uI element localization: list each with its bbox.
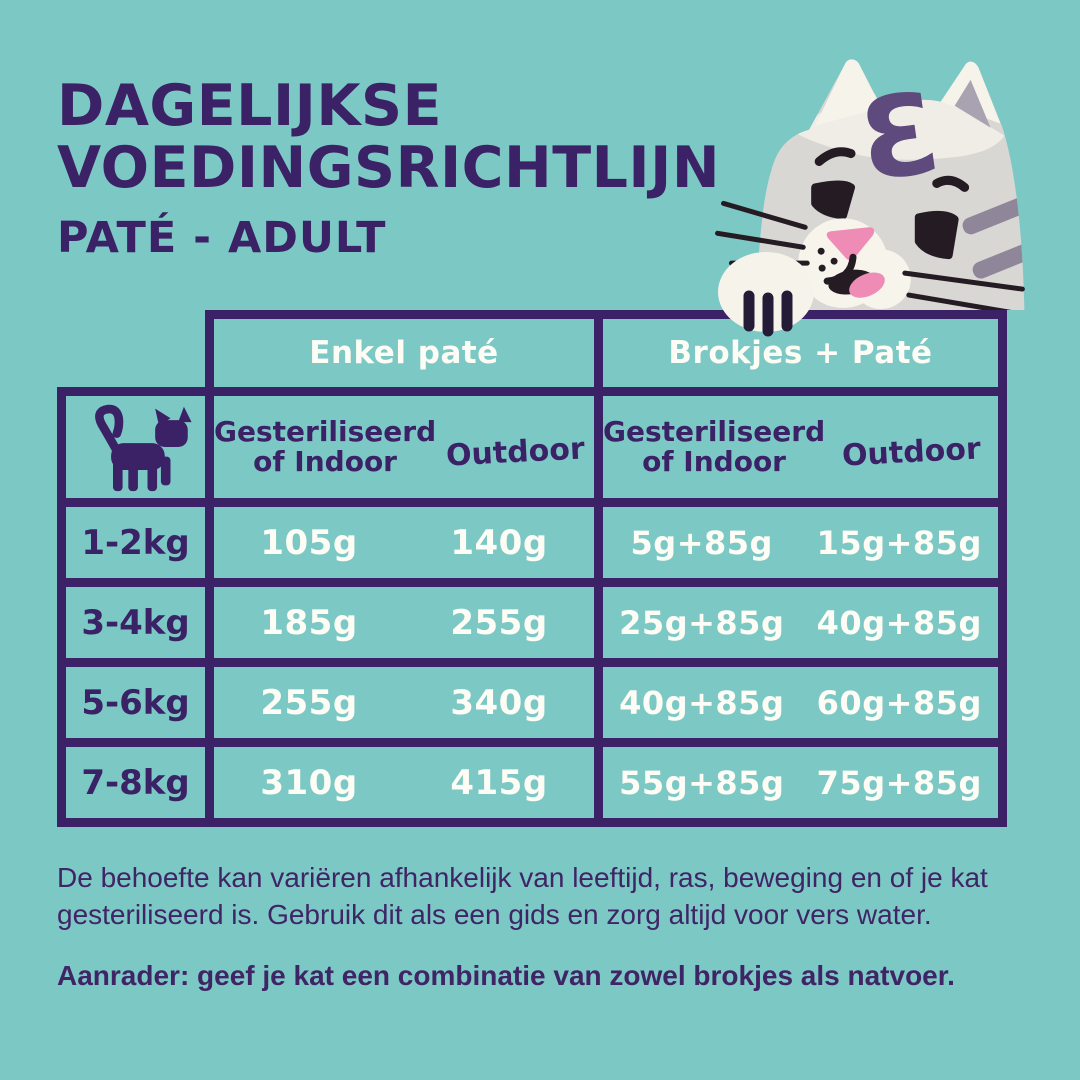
mascot-nose xyxy=(826,227,875,261)
page-title-line2: VOEDINGSRICHTLIJN xyxy=(57,134,721,201)
page-title-line1: DAGELIJKSE xyxy=(57,73,443,139)
footer-tip-text: Aanrader: geef je kat een combinatie van… xyxy=(57,959,955,991)
feeding-table-body: Gesteriliseerd of Indoor Outdoor Gesteri… xyxy=(57,387,1007,827)
value-cell: 55g+85g xyxy=(619,763,785,802)
subheader-brokjes-pate: Gesteriliseerd of Indoor Outdoor xyxy=(603,396,998,498)
footer-notes: De behoefte kan variëren afhankelijk van… xyxy=(57,860,1023,992)
table-row-values-enkel: 255g 340g xyxy=(214,667,594,738)
mascot-right-ear-inner xyxy=(954,79,991,128)
table-row-values-brokjes: 40g+85g 60g+85g xyxy=(603,667,998,738)
value-cell: 75g+85g xyxy=(816,763,982,802)
value-cell: 105g xyxy=(260,522,358,563)
table-row-weight: 5-6kg xyxy=(66,667,205,738)
footer-note-text: De behoefte kan variëren afhankelijk van… xyxy=(57,862,988,930)
table-row-values-enkel: 105g 140g xyxy=(214,507,594,578)
table-row-values-brokjes: 5g+85g 15g+85g xyxy=(603,507,998,578)
cat-mascot-illustration: Ɛ xyxy=(715,59,1025,310)
subheader-brokjes-sterilised: Gesteriliseerd of Indoor xyxy=(603,414,826,478)
mascot-ampersand-mark: Ɛ xyxy=(853,68,948,208)
value-cell: 310g xyxy=(260,762,358,803)
table-row-values-enkel: 310g 415g xyxy=(214,747,594,818)
feeding-table: Enkel paté Brokjes + Paté xyxy=(57,310,1007,827)
group-header-brokjes-pate: Brokjes + Paté xyxy=(603,319,998,387)
value-cell: 255g xyxy=(450,602,548,643)
subheader-enkel-outdoor: Outdoor xyxy=(444,430,586,474)
value-cell: 340g xyxy=(450,682,548,723)
mascot-tongue xyxy=(849,272,885,298)
table-row-weight: 3-4kg xyxy=(66,587,205,658)
weight-label: 3-4kg xyxy=(81,602,190,643)
group-header-enkel-pate: Enkel paté xyxy=(214,319,594,387)
weight-label: 7-8kg xyxy=(81,762,190,803)
value-cell: 60g+85g xyxy=(816,683,982,722)
corner-cell-cat-icon xyxy=(66,396,205,498)
table-row-values-enkel: 185g 255g xyxy=(214,587,594,658)
page-title: DAGELIJKSE VOEDINGSRICHTLIJN xyxy=(57,73,721,201)
table-row-weight: 7-8kg xyxy=(66,747,205,818)
subheader-brokjes-outdoor: Outdoor xyxy=(841,430,982,474)
mascot-left-ear xyxy=(815,59,881,126)
page-header: DAGELIJKSE VOEDINGSRICHTLIJN PATÉ - ADUL… xyxy=(57,73,721,264)
cat-paw-icon xyxy=(718,252,814,337)
table-row-values-brokjes: 55g+85g 75g+85g xyxy=(603,747,998,818)
value-cell: 5g+85g xyxy=(630,523,773,562)
feeding-table-group-header-row: Enkel paté Brokjes + Paté xyxy=(205,310,1007,387)
subheader-enkel-pate: Gesteriliseerd of Indoor Outdoor xyxy=(214,396,594,498)
value-cell: 40g+85g xyxy=(816,603,982,642)
subheader-label-line1: Gesteriliseerd xyxy=(214,414,437,448)
mascot-muzzle xyxy=(798,218,911,310)
value-cell: 15g+85g xyxy=(816,523,982,562)
value-cell: 185g xyxy=(260,602,358,643)
subheader-label-line2: of Indoor xyxy=(642,445,786,478)
value-cell: 255g xyxy=(260,682,358,723)
mascot-eyebrows xyxy=(814,147,970,192)
value-cell: 40g+85g xyxy=(619,683,785,722)
subheader-label-line1: Gesteriliseerd xyxy=(603,414,826,448)
cat-silhouette-icon xyxy=(94,404,192,492)
weight-label: 1-2kg xyxy=(81,522,190,563)
subheader-label-line2: of Indoor xyxy=(253,445,397,478)
subheader-enkel-sterilised: Gesteriliseerd of Indoor xyxy=(214,414,437,478)
table-row-weight: 1-2kg xyxy=(66,507,205,578)
weight-label: 5-6kg xyxy=(81,682,190,723)
value-cell: 415g xyxy=(450,762,548,803)
value-cell: 140g xyxy=(450,522,548,563)
page-subtitle: PATÉ - ADULT xyxy=(57,213,387,264)
group-header-brokjes-pate-label: Brokjes + Paté xyxy=(668,335,933,371)
mascot-eyes xyxy=(811,180,959,260)
value-cell: 25g+85g xyxy=(619,603,785,642)
table-row-values-brokjes: 25g+85g 40g+85g xyxy=(603,587,998,658)
group-header-enkel-pate-label: Enkel paté xyxy=(309,335,499,371)
